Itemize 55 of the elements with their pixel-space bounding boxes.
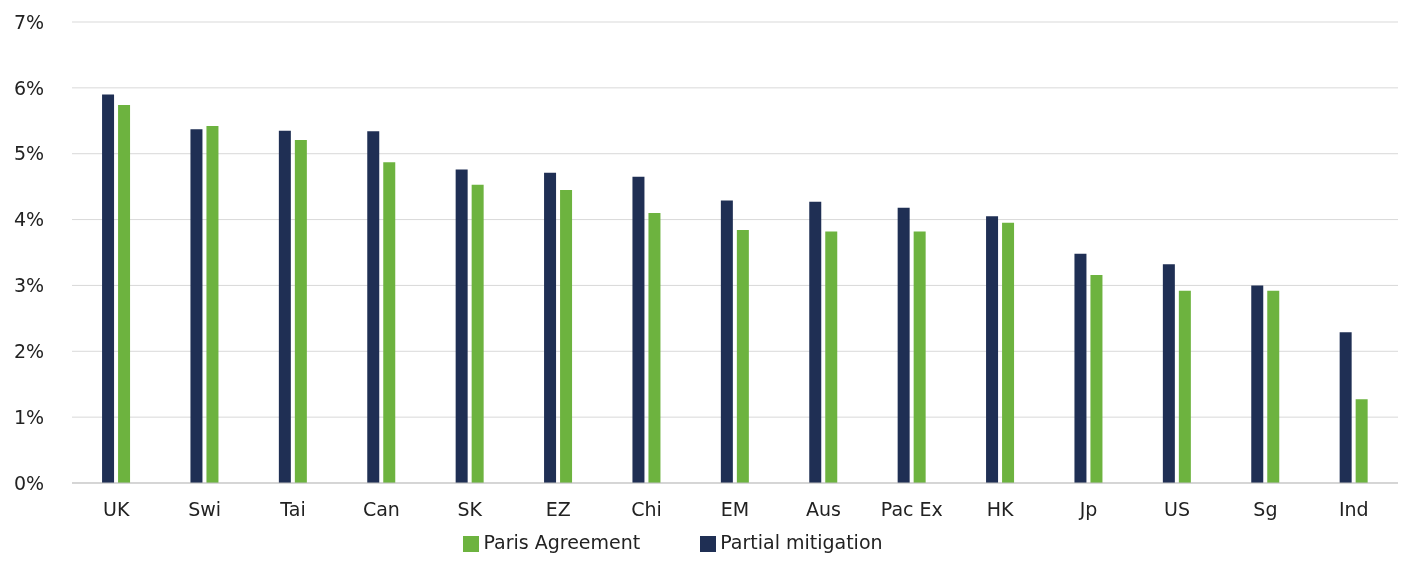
bar: [1355, 399, 1368, 483]
bar: [1267, 290, 1280, 483]
bar: [544, 172, 557, 483]
x-tick-label: Chi: [631, 498, 662, 521]
x-tick-label: Jp: [1078, 498, 1098, 521]
bar: [118, 104, 131, 483]
x-tick-label: HK: [986, 498, 1015, 521]
bar: [1090, 274, 1103, 483]
bar: [1162, 264, 1175, 483]
bar: [560, 189, 573, 483]
x-tick-label: Pac Ex: [880, 498, 943, 521]
y-tick-label: 1%: [14, 405, 45, 428]
bar: [383, 162, 396, 483]
x-tick-label: US: [1164, 498, 1190, 521]
bar: [102, 94, 115, 483]
x-tick-label: Tai: [279, 498, 306, 521]
bar: [632, 176, 645, 483]
y-tick-label: 3%: [14, 274, 45, 297]
bar: [986, 216, 999, 483]
x-tick-label: Ind: [1338, 498, 1369, 521]
bar: [206, 126, 219, 483]
bar: [1074, 253, 1087, 483]
legend-label: Partial mitigation: [720, 531, 883, 553]
bar: [1339, 332, 1352, 483]
x-tick-label: Can: [362, 498, 400, 521]
x-tick-label: Aus: [805, 498, 841, 521]
bar: [278, 130, 291, 483]
bar: [897, 207, 910, 483]
bar: [1002, 222, 1015, 483]
bar: [913, 231, 926, 483]
y-tick-label: 5%: [14, 142, 45, 165]
bar: [471, 184, 484, 483]
x-tick-label: SK: [457, 498, 483, 521]
y-tick-label: 4%: [14, 208, 45, 231]
x-tick-label: Sg: [1253, 498, 1278, 521]
x-tick-label: Swi: [188, 498, 222, 521]
legend-label: Paris Agreement: [483, 531, 641, 553]
bar: [809, 201, 822, 483]
bar: [190, 129, 203, 483]
y-tick-label: 0%: [14, 471, 45, 494]
y-tick-label: 7%: [14, 10, 45, 33]
x-tick-label: EM: [720, 498, 750, 521]
bar: [825, 231, 838, 483]
bar: [1251, 285, 1264, 483]
bar: [736, 230, 749, 483]
bar: [648, 212, 661, 483]
y-tick-label: 6%: [14, 76, 45, 99]
bar: [367, 131, 380, 483]
x-tick-label: EZ: [545, 498, 571, 521]
bar: [1178, 290, 1191, 483]
bar: [294, 139, 307, 483]
y-tick-label: 2%: [14, 340, 45, 363]
bar: [455, 169, 468, 483]
x-tick-label: UK: [103, 498, 130, 521]
bar: [720, 200, 733, 483]
